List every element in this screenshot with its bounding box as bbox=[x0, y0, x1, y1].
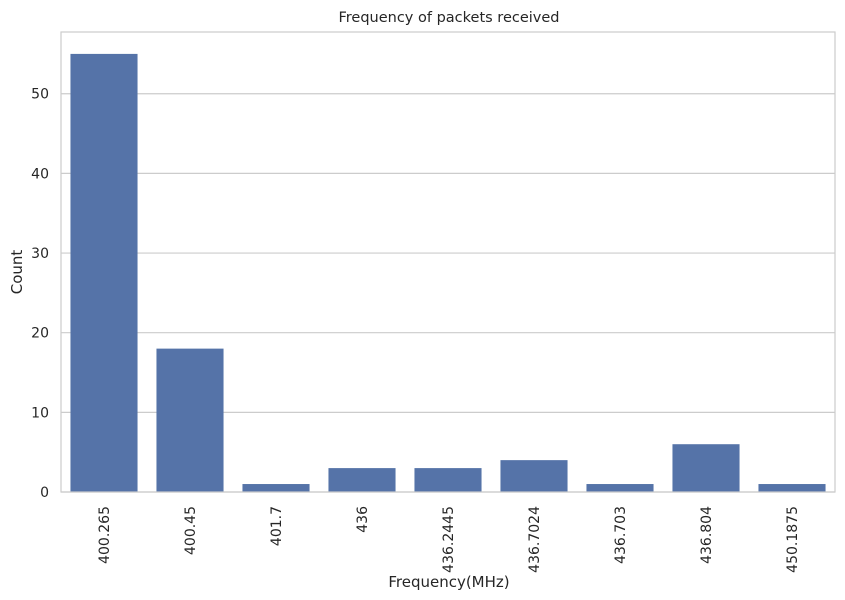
x-tick-label: 436.7024 bbox=[527, 506, 543, 573]
y-tick-label: 50 bbox=[31, 87, 49, 103]
x-tick-label: 401.7 bbox=[269, 506, 285, 546]
y-tick-label: 30 bbox=[31, 246, 49, 262]
x-tick-label: 400.45 bbox=[183, 506, 199, 555]
x-tick-label: 436.2445 bbox=[441, 506, 457, 573]
bar-436.7024 bbox=[500, 460, 568, 492]
bar-436.703 bbox=[586, 484, 654, 492]
x-tick-label: 450.1875 bbox=[785, 506, 801, 573]
bar-400.45 bbox=[156, 348, 224, 492]
bar-436.2445 bbox=[414, 468, 482, 492]
x-tick-labels: 400.265 400.45 401.7 436 436.2445 436.7024 436… bbox=[97, 506, 801, 573]
x-tick-label: 400.265 bbox=[97, 506, 113, 564]
y-tick-label: 0 bbox=[40, 485, 49, 501]
y-tick-label: 40 bbox=[31, 166, 49, 182]
x-tick-label: 436.804 bbox=[699, 506, 715, 564]
bar-436.804 bbox=[672, 444, 740, 492]
x-axis-label: Frequency(MHz) bbox=[388, 573, 509, 591]
bar-400.265 bbox=[70, 53, 138, 493]
plot-frame bbox=[60, 31, 836, 493]
bars bbox=[70, 53, 826, 493]
y-axis-label: Count bbox=[8, 250, 26, 295]
bar-436 bbox=[328, 468, 396, 492]
x-tick-label: 436.703 bbox=[613, 506, 629, 564]
bar-450.1875 bbox=[758, 484, 826, 492]
chart-title: Frequency of packets received bbox=[338, 10, 559, 26]
y-tick-labels: 0 10 20 30 40 50 bbox=[31, 87, 49, 501]
x-tick-label: 436 bbox=[355, 506, 371, 533]
y-tick-label: 10 bbox=[31, 405, 49, 421]
bar-401.7 bbox=[242, 484, 310, 492]
y-tick-label: 20 bbox=[31, 326, 49, 342]
